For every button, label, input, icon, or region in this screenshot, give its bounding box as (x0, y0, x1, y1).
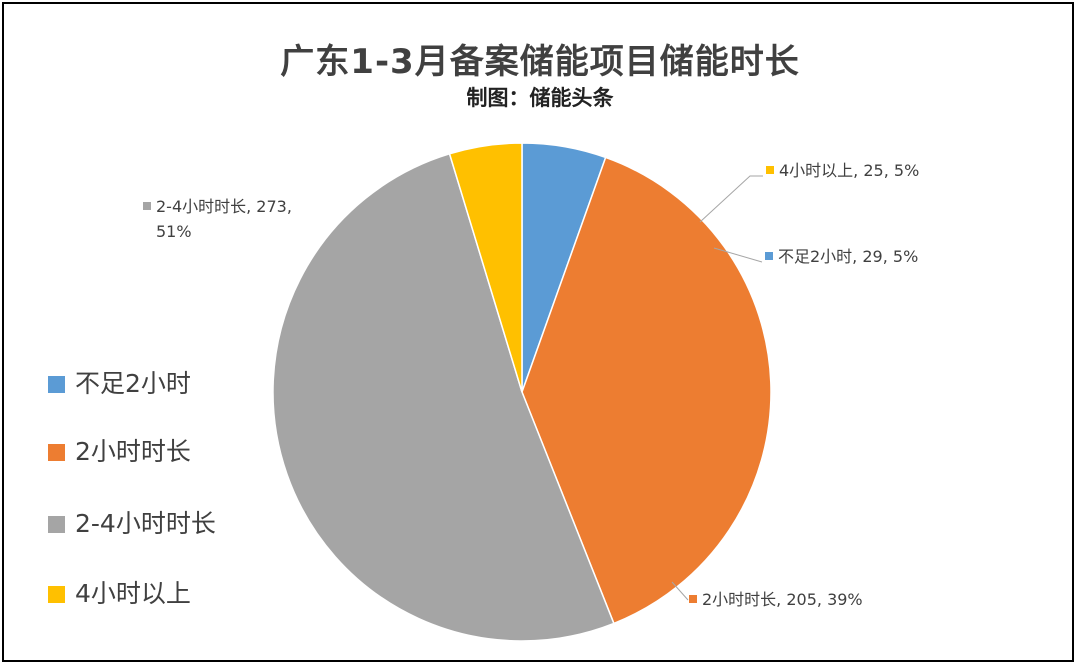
legend-label-under-2h: 不足2小时 (75, 369, 191, 398)
leader-line-over-4h (699, 175, 763, 223)
pie-slice-2-4h (272, 152, 615, 642)
legend-swatch-2-4h (48, 516, 65, 533)
chart-subtitle: 制图：储能头条 (466, 86, 614, 110)
data-label-marker-2h (689, 595, 697, 603)
legend-swatch-over-4h (48, 586, 65, 603)
legend-item-2-4h: 2-4小时时长 (48, 504, 216, 540)
data-label-2-4h-line2: 51% (156, 222, 192, 241)
data-label-under-2h: 不足2小时, 29, 5% (778, 247, 918, 266)
legend-item-2h: 2小时时长 (48, 432, 191, 468)
pie-slice-2h (521, 156, 772, 625)
data-label-marker-over-4h (766, 166, 774, 174)
legend-label-over-4h: 4小时以上 (75, 579, 191, 608)
pie-slice-over-4h (448, 142, 523, 393)
data-label-over-4h: 4小时以上, 25, 5% (779, 161, 919, 180)
legend-item-over-4h: 4小时以上 (48, 574, 191, 610)
legend-label-2h: 2小时时长 (75, 437, 191, 466)
legend-label-2-4h: 2-4小时时长 (75, 509, 216, 538)
data-label-marker-2-4h (143, 202, 151, 210)
leader-line-under-2h (713, 247, 763, 263)
data-label-2h: 2小时时长, 205, 39% (702, 590, 863, 609)
data-label-marker-under-2h (765, 252, 773, 260)
leader-line-2h (671, 581, 689, 601)
legend-item-under-2h: 不足2小时 (48, 364, 191, 400)
legend-swatch-2h (48, 444, 65, 461)
legend-swatch-under-2h (48, 376, 65, 393)
chart-title: 广东1-3月备案储能项目储能时长 (280, 42, 800, 82)
data-label-2-4h: 2-4小时时长, 273, (156, 197, 292, 216)
